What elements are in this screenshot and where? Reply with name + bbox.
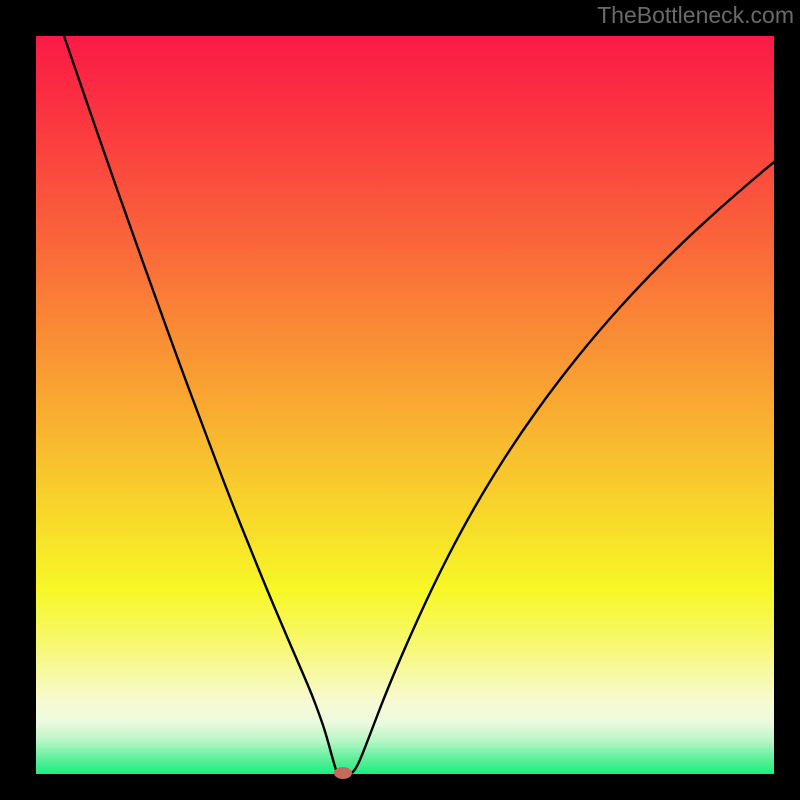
gradient-background	[36, 36, 774, 774]
chart-container: TheBottleneck.com	[0, 0, 800, 800]
bottleneck-chart	[0, 0, 800, 800]
optimal-point-marker	[334, 767, 352, 779]
